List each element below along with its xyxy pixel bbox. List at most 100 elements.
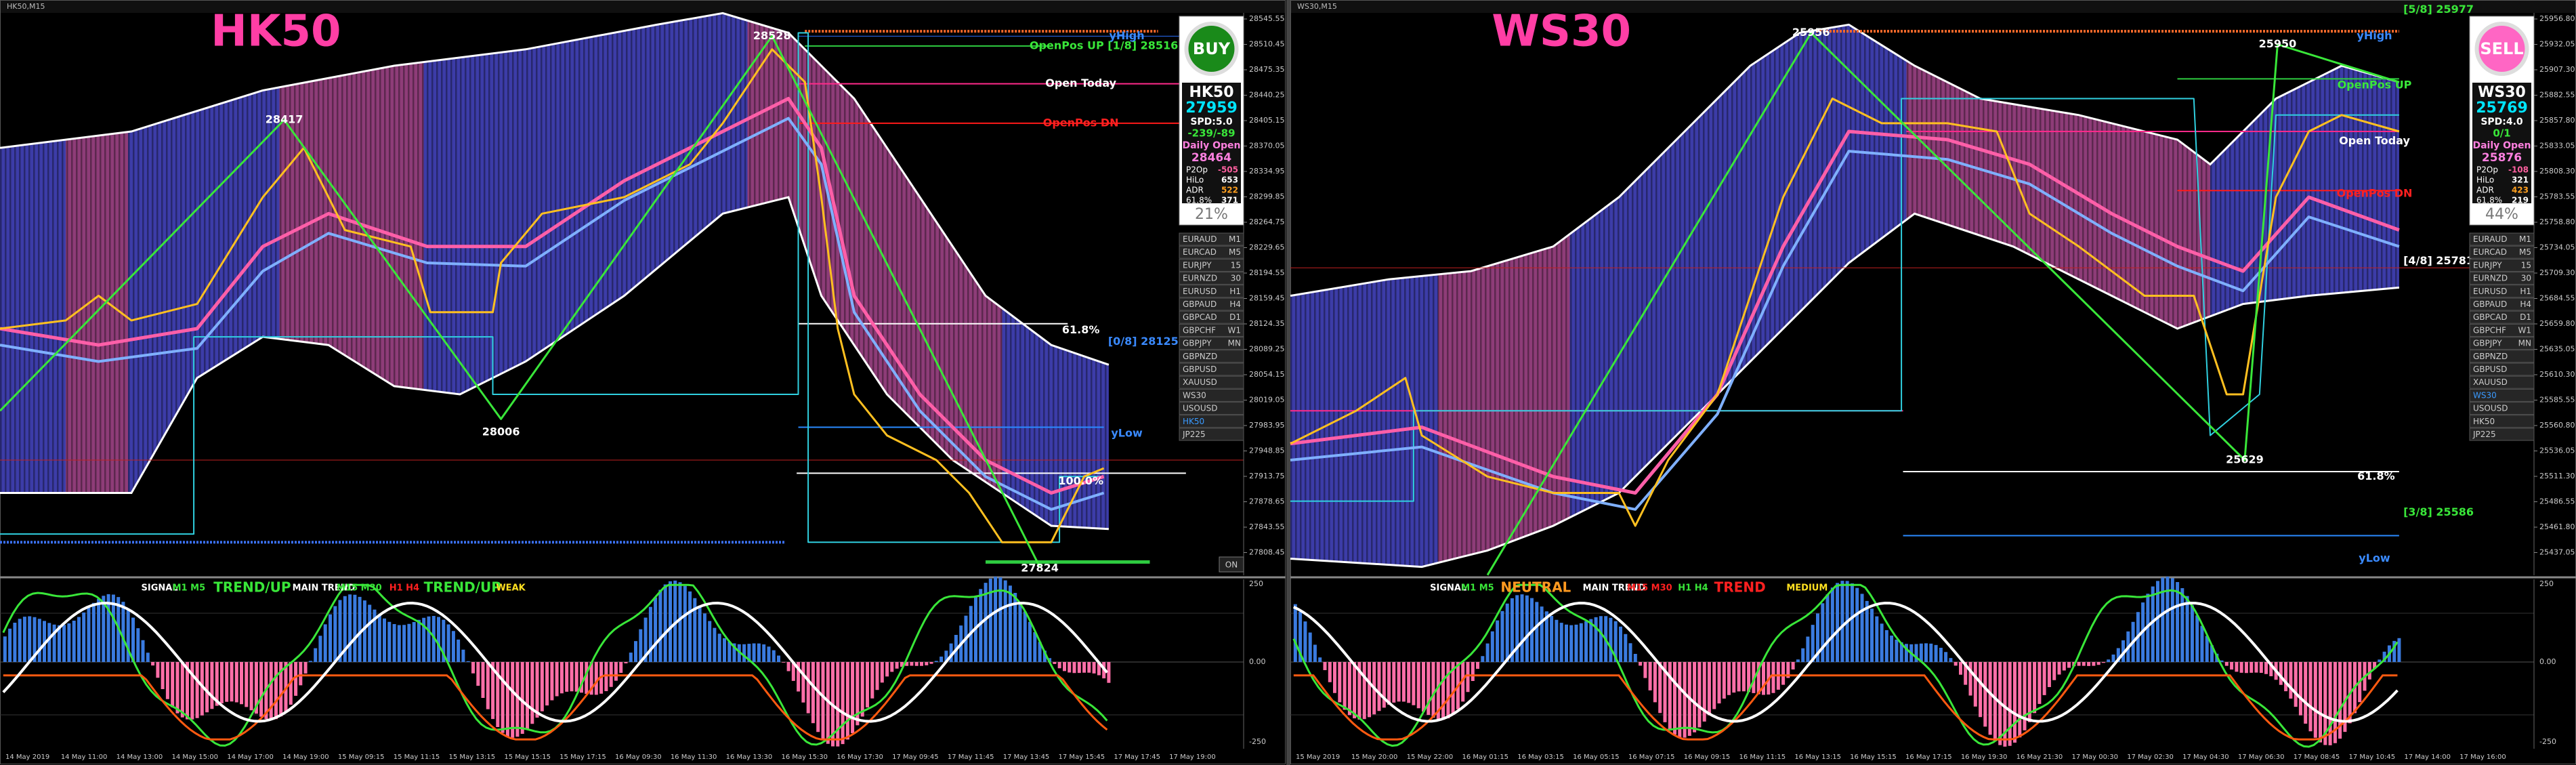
window-label: HK50,M15 (7, 2, 45, 11)
symbol-button[interactable] (1179, 402, 1244, 415)
symbol-timeframe[interactable]: 30 (2521, 274, 2531, 283)
symbol-button[interactable] (2469, 415, 2535, 428)
symbol-button[interactable] (2469, 363, 2535, 376)
symbol-button[interactable] (1179, 285, 1244, 298)
signal-button[interactable] (2478, 26, 2525, 72)
symbol-name[interactable]: GBPNZD (2473, 352, 2508, 361)
price-label: 25907.30 (2539, 65, 2575, 74)
symbol-name[interactable]: EURNZD (2473, 274, 2508, 283)
symbol-timeframe[interactable]: D1 (2520, 312, 2531, 322)
symbol-name[interactable]: USOUSD (1183, 404, 1218, 413)
symbol-button[interactable] (1179, 297, 1244, 311)
symbol-name[interactable]: HK50 (1183, 417, 1204, 426)
symbol-button[interactable] (1179, 323, 1244, 337)
symbol-name[interactable]: JP225 (1182, 430, 1206, 439)
symbol-button[interactable] (2469, 350, 2535, 363)
time-label: 16 May 15:30 (781, 753, 828, 761)
symbol-button[interactable] (2469, 323, 2535, 337)
symbol-button[interactable] (1179, 232, 1244, 246)
symbol-name[interactable]: GBPAUD (2473, 299, 2507, 309)
symbol-name[interactable]: XAUUSD (1183, 377, 1217, 387)
signal-button[interactable] (1188, 26, 1235, 72)
symbol-button[interactable] (2469, 245, 2535, 259)
symbol-name[interactable]: EURJPY (1183, 260, 1212, 270)
symbol-button[interactable] (1179, 245, 1244, 259)
symbol-button[interactable] (1179, 375, 1244, 389)
symbol-timeframe[interactable]: H4 (1229, 299, 1241, 309)
symbol-button[interactable] (1179, 272, 1244, 285)
symbol-timeframe[interactable]: M5 (2519, 247, 2531, 257)
symbol-button[interactable] (2469, 297, 2535, 311)
symbol-button[interactable] (2469, 258, 2535, 272)
symbol-button[interactable] (1179, 350, 1244, 363)
info-daily-open: 25876 (2482, 151, 2522, 165)
symbol-name[interactable]: GBPJPY (1183, 339, 1212, 348)
symbol-name[interactable]: GBPCHF (2473, 325, 2506, 335)
symbol-name[interactable]: USOUSD (2473, 404, 2508, 413)
toggle-label[interactable]: ON (1225, 560, 1238, 570)
signal-action[interactable]: SELL (2480, 39, 2523, 58)
symbol-timeframe[interactable]: 15 (1231, 260, 1241, 270)
symbol-name[interactable]: EURCAD (1183, 247, 1217, 257)
symbol-button[interactable] (2469, 272, 2535, 285)
symbol-button[interactable] (1179, 363, 1244, 376)
symbol-button[interactable] (2469, 375, 2535, 389)
symbol-name[interactable]: WS30 (2473, 390, 2497, 400)
indicator-line (0, 32, 1104, 543)
signal-action[interactable]: BUY (1193, 39, 1231, 58)
symbol-button[interactable] (1179, 388, 1244, 402)
indicator-line (0, 97, 1105, 495)
price-label: 28089.25 (1249, 345, 1285, 354)
symbol-timeframe[interactable]: 15 (2521, 260, 2531, 270)
symbol-name[interactable]: EURUSD (2473, 287, 2507, 296)
symbol-button[interactable] (2469, 428, 2535, 441)
symbol-name[interactable]: EURNZD (1183, 274, 1217, 283)
symbol-timeframe[interactable]: W1 (1228, 325, 1242, 335)
symbol-name[interactable]: GBPCHF (1183, 325, 1216, 335)
symbol-timeframe[interactable]: M5 (1229, 247, 1241, 257)
symbol-timeframe[interactable]: M1 (1229, 234, 1241, 244)
symbol-button[interactable] (2469, 337, 2535, 350)
symbol-timeframe[interactable]: 30 (1231, 274, 1241, 283)
symbol-name[interactable]: JP225 (2472, 430, 2496, 439)
symbol-name[interactable]: GBPJPY (2473, 339, 2502, 348)
symbol-button[interactable] (2469, 285, 2535, 298)
symbol-name[interactable]: EURUSD (1183, 287, 1217, 296)
symbol-button[interactable] (2469, 402, 2535, 415)
symbol-name[interactable]: GBPAUD (1183, 299, 1217, 309)
symbol-timeframe[interactable]: H1 (1229, 287, 1241, 296)
toggle-button[interactable] (1219, 556, 1244, 573)
symbol-timeframe[interactable]: M1 (2519, 234, 2531, 244)
symbol-timeframe[interactable]: MN (1228, 339, 1241, 348)
symbol-name[interactable]: GBPCAD (2473, 312, 2508, 322)
symbol-name[interactable]: WS30 (1183, 390, 1206, 400)
symbol-button[interactable] (1179, 415, 1244, 428)
indicator-line (1486, 32, 2400, 576)
price-label: 25932.05 (2539, 40, 2575, 49)
symbol-timeframe[interactable]: W1 (2518, 325, 2532, 335)
symbol-timeframe[interactable]: MN (2518, 339, 2531, 348)
symbol-button[interactable] (1179, 428, 1244, 441)
symbol-button[interactable] (1179, 310, 1244, 324)
symbol-timeframe[interactable]: H1 (2520, 287, 2531, 296)
osc-axis-label: 250 (2539, 579, 2554, 588)
info-daily-open-label: Daily Open (1182, 140, 1240, 151)
symbol-name[interactable]: GBPUSD (2473, 365, 2507, 374)
symbol-button[interactable] (1179, 258, 1244, 272)
symbol-button[interactable] (2469, 232, 2535, 246)
symbol-button[interactable] (2469, 310, 2535, 324)
symbol-name[interactable]: GBPCAD (1183, 312, 1217, 322)
symbol-name[interactable]: GBPNZD (1183, 352, 1217, 361)
symbol-name[interactable]: HK50 (2473, 417, 2495, 426)
symbol-timeframe[interactable]: H4 (2520, 299, 2531, 309)
symbol-name[interactable]: GBPUSD (1183, 365, 1217, 374)
symbol-name[interactable]: EURCAD (2473, 247, 2507, 257)
symbol-button[interactable] (1179, 337, 1244, 350)
symbol-name[interactable]: XAUUSD (2473, 377, 2508, 387)
symbol-timeframe[interactable]: D1 (1229, 312, 1241, 322)
symbol-name[interactable]: EURAUD (2473, 234, 2507, 244)
symbol-button[interactable] (2469, 388, 2535, 402)
symbol-name[interactable]: EURJPY (2473, 260, 2502, 270)
symbol-name[interactable]: EURAUD (1183, 234, 1217, 244)
time-label: 17 May 02:30 (2127, 753, 2174, 761)
